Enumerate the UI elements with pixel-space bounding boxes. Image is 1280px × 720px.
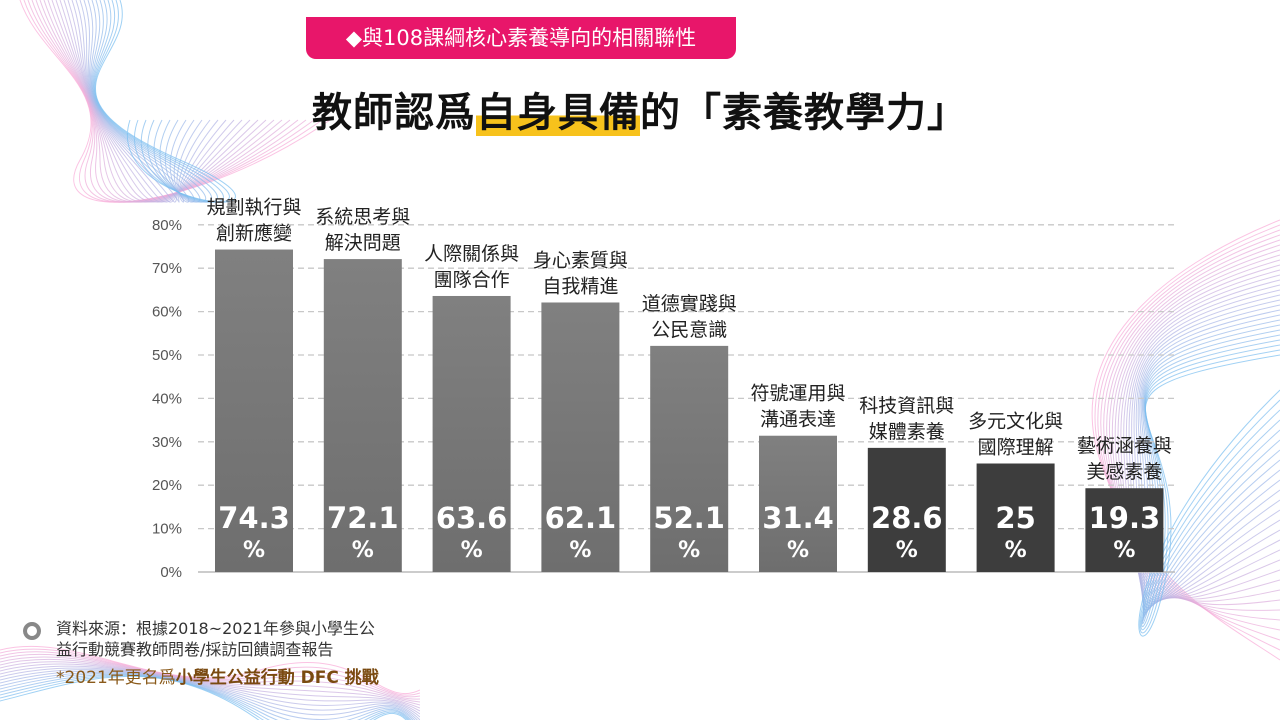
rename-note: *2021年更名爲小學生公益行動 DFC 挑戰 (56, 663, 379, 688)
bar (867, 447, 946, 572)
value-suffix: % (352, 538, 374, 563)
category-label: 規劃執行與 (206, 197, 301, 219)
title-prefix: 教師認爲 (312, 90, 476, 136)
value-suffix: % (1005, 538, 1027, 563)
category-label: 媒體素養 (869, 421, 945, 443)
title-highlight: 自身具備 (476, 90, 640, 136)
y-tick-label: 20% (152, 477, 182, 494)
y-tick-label: 50% (152, 347, 182, 364)
rename-note-bold: 小學生公益行動 DFC 挑戰 (175, 668, 379, 688)
bar (976, 463, 1055, 572)
value-label: 74.3 (218, 501, 290, 535)
value-suffix: % (896, 538, 918, 563)
y-tick-label: 80% (152, 217, 182, 234)
value-label: 63.6 (436, 501, 508, 535)
value-label: 62.1 (545, 501, 617, 535)
y-tick-label: 40% (152, 390, 182, 407)
bar (215, 249, 293, 572)
bar (759, 435, 837, 572)
category-label: 藝術涵養與 (1077, 435, 1172, 457)
value-suffix: % (1113, 538, 1135, 563)
y-tick-label: 70% (152, 260, 182, 277)
category-label: 國際理解 (978, 437, 1054, 459)
y-tick-label: 10% (152, 521, 182, 538)
value-label: 72.1 (327, 501, 399, 535)
value-suffix: % (787, 538, 809, 563)
category-label: 多元文化與 (968, 411, 1063, 433)
circle-bullet-icon (23, 622, 41, 640)
category-label: 創新應變 (216, 222, 292, 245)
page-title: 教師認爲自身具備的「素養教學力」 (0, 80, 1280, 138)
value-suffix: % (678, 538, 700, 563)
bar (541, 302, 620, 572)
bar (1085, 488, 1164, 572)
value-label: 19.3 (1089, 501, 1161, 535)
bar (650, 345, 729, 572)
category-label: 道德實踐與 (642, 293, 737, 315)
value-suffix: % (243, 538, 265, 563)
value-label: 52.1 (653, 501, 725, 535)
category-label: 系統思考與 (315, 206, 410, 228)
y-tick-label: 60% (152, 304, 182, 321)
title-suffix: 的「素養教學力」 (640, 90, 968, 136)
bar (432, 295, 511, 572)
category-label: 符號運用與 (750, 383, 845, 405)
value-label: 28.6 (871, 501, 943, 535)
value-label: 31.4 (762, 501, 834, 535)
y-tick-label: 0% (160, 564, 182, 581)
value-suffix: % (461, 538, 483, 563)
category-label: 人際關係與 (424, 243, 519, 265)
source-line-2: 益行動競賽教師問卷/採訪回饋調查報告 (56, 640, 334, 659)
y-tick-label: 30% (152, 434, 182, 451)
rename-note-prefix: *2021年更名爲 (56, 668, 176, 688)
category-label: 解決問題 (325, 232, 401, 254)
bar (323, 259, 402, 572)
category-label: 公民意識 (651, 319, 727, 341)
source-note: 資料來源：根據2018~2021年參與小學生公 益行動競賽教師問卷/採訪回饋調查… (56, 618, 436, 660)
category-label: 身心素質與 (533, 249, 628, 271)
category-label: 溝通表達 (760, 409, 836, 431)
value-label: 25 (995, 501, 1035, 535)
category-label: 美感素養 (1086, 461, 1162, 483)
category-label: 自我精進 (542, 275, 618, 297)
value-suffix: % (569, 538, 591, 563)
category-label: 團隊合作 (434, 269, 510, 291)
category-label: 科技資訊與 (859, 395, 954, 417)
section-tag: ◆與108課綱核心素養導向的相關聯性 (306, 17, 736, 59)
source-line-1: 資料來源：根據2018~2021年參與小學生公 (56, 619, 375, 638)
